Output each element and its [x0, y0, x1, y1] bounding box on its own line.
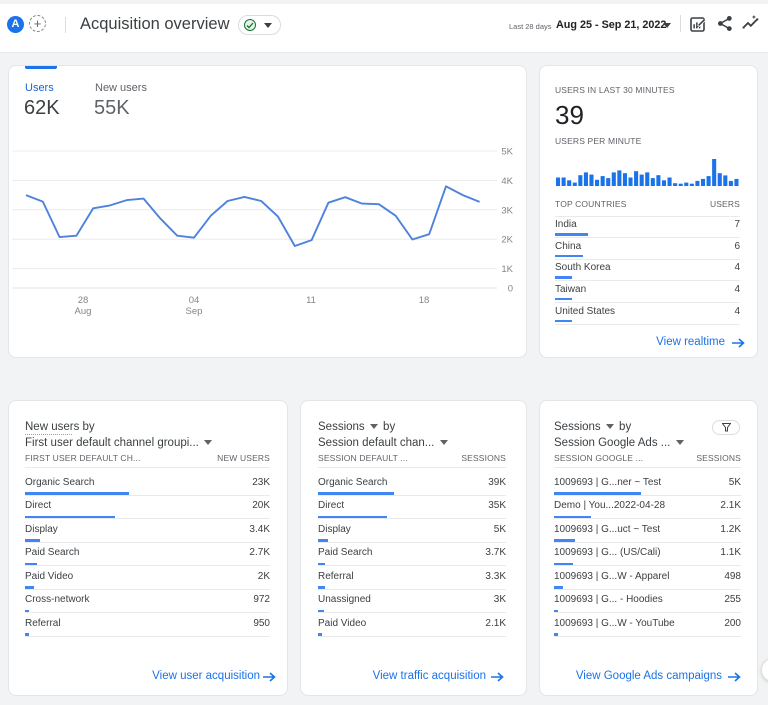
svg-text:0: 0 [508, 284, 513, 295]
svg-text:18: 18 [419, 295, 430, 306]
svg-text:Aug: Aug [75, 306, 92, 317]
svg-text:11: 11 [306, 295, 316, 306]
svg-text:1K: 1K [501, 264, 513, 275]
svg-text:04: 04 [189, 295, 200, 306]
svg-text:28: 28 [78, 295, 89, 306]
svg-text:3K: 3K [501, 205, 513, 216]
svg-text:5K: 5K [501, 147, 513, 158]
svg-text:2K: 2K [501, 235, 513, 246]
svg-text:4K: 4K [501, 176, 513, 187]
svg-text:Sep: Sep [186, 306, 203, 317]
